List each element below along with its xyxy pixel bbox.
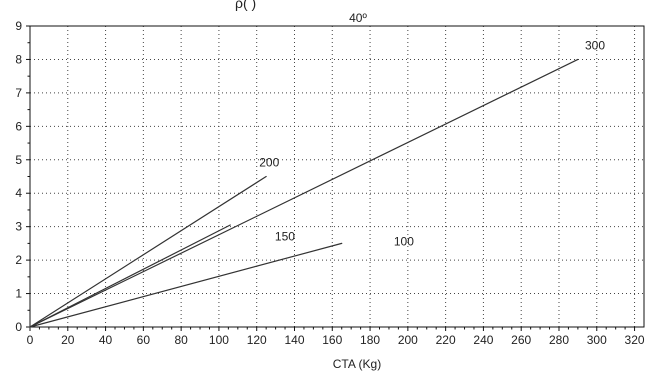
series-label-100: 100 bbox=[394, 235, 414, 249]
y-tick-label-7: 7 bbox=[15, 86, 22, 100]
x-tick-label-40: 40 bbox=[99, 333, 113, 347]
x-tick-label-320: 320 bbox=[625, 333, 645, 347]
x-tick-label-140: 140 bbox=[284, 333, 304, 347]
y-tick-label-2: 2 bbox=[15, 253, 22, 267]
x-tick-label-300: 300 bbox=[587, 333, 607, 347]
series-line-100 bbox=[29, 242, 343, 328]
x-axis-label: CTA (Kg) bbox=[333, 357, 381, 371]
x-tick-label-120: 120 bbox=[247, 333, 267, 347]
chart-title-fragment: ρ( ) bbox=[235, 0, 256, 11]
ticks-layer: 0 20 40 60 80 100 120 140 160 180 200 220 240 260 280 3… bbox=[15, 19, 645, 347]
y-tick-label-9: 9 bbox=[15, 19, 22, 33]
x-tick-label-220: 220 bbox=[436, 333, 456, 347]
series-label-150: 150 bbox=[275, 230, 295, 244]
y-tick-label-0: 0 bbox=[15, 320, 22, 334]
x-tick-label-80: 80 bbox=[174, 333, 188, 347]
x-tick-label-160: 160 bbox=[322, 333, 342, 347]
series-labels-layer: 300 200 150 100 bbox=[259, 38, 605, 248]
x-tick-label-260: 260 bbox=[511, 333, 531, 347]
y-tick-label-3: 3 bbox=[15, 220, 22, 234]
series-label-200: 200 bbox=[259, 155, 279, 169]
x-tick-label-180: 180 bbox=[360, 333, 380, 347]
y-tick-label-8: 8 bbox=[15, 52, 22, 66]
y-tick-label-6: 6 bbox=[15, 119, 22, 133]
y-tick-label-5: 5 bbox=[15, 153, 22, 167]
series-line-200 bbox=[29, 175, 267, 328]
x-tick-label-20: 20 bbox=[61, 333, 75, 347]
series-layer bbox=[29, 58, 579, 328]
x-tick-label-0: 0 bbox=[27, 333, 34, 347]
x-tick-label-200: 200 bbox=[398, 333, 418, 347]
series-label-300: 300 bbox=[585, 38, 605, 52]
y-tick-label-4: 4 bbox=[15, 186, 22, 200]
x-tick-label-240: 240 bbox=[473, 333, 493, 347]
x-tick-label-60: 60 bbox=[137, 333, 151, 347]
x-tick-label-100: 100 bbox=[209, 333, 229, 347]
series-line-150 bbox=[29, 224, 231, 328]
x-tick-label-280: 280 bbox=[549, 333, 569, 347]
y-tick-label-1: 1 bbox=[15, 287, 22, 301]
series-line-300 bbox=[29, 58, 579, 328]
chart-title: 40º bbox=[349, 11, 367, 25]
